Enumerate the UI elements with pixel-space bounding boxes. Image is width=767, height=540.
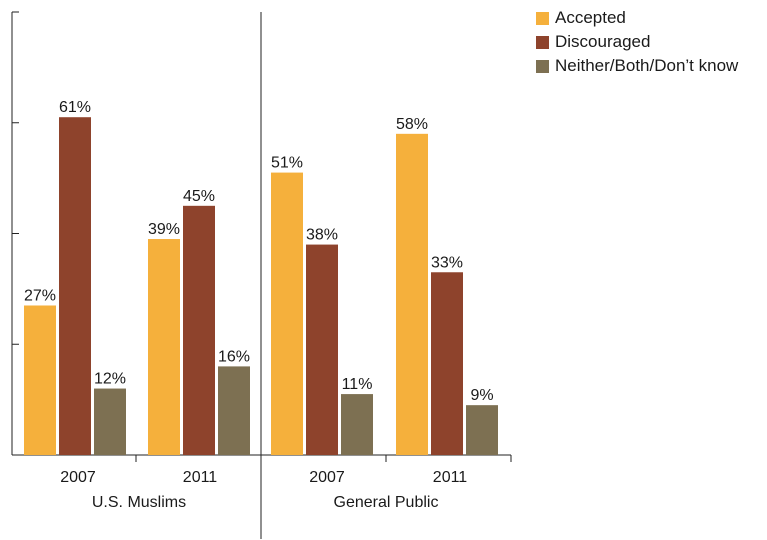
bar-discouraged [431,272,463,455]
bar-neither [341,394,373,455]
legend: Accepted Discouraged Neither/Both/Don’t … [536,6,738,78]
data-label-neither: 11% [342,376,373,393]
data-label-neither: 9% [470,387,493,404]
x-tick-label-year: 2007 [309,469,345,486]
bar-neither [94,388,126,455]
legend-swatch-accepted [536,11,549,25]
legend-label-discouraged: Discouraged [555,32,651,51]
data-label-accepted: 51% [271,155,303,172]
data-label-accepted: 58% [396,116,428,133]
data-label-accepted: 27% [24,287,56,304]
bar-discouraged [306,244,338,455]
bar-accepted [148,239,180,455]
x-group-label: U.S. Muslims [92,494,186,511]
legend-label-neither: Neither/Both/Don’t know [555,56,739,75]
data-label-neither: 12% [94,371,126,388]
bar-neither [466,405,498,455]
data-label-discouraged: 33% [431,254,463,271]
bar-accepted [396,133,428,455]
data-label-neither: 16% [218,348,250,365]
legend-label-accepted: Accepted [555,8,626,27]
legend-swatch-discouraged [536,35,549,49]
data-label-discouraged: 45% [183,188,215,205]
legend-item-accepted: Accepted [536,6,738,30]
x-group-label: General Public [334,494,439,511]
legend-swatch-neither [536,59,549,73]
bar-discouraged [183,205,215,455]
data-label-discouraged: 38% [306,227,338,244]
legend-item-neither: Neither/Both/Don’t know [536,54,738,78]
x-tick-label-year: 2007 [60,469,96,486]
bar-accepted [24,305,56,455]
data-label-accepted: 39% [148,221,180,238]
data-label-discouraged: 61% [59,99,91,116]
bar-neither [218,366,250,455]
x-tick-label-year: 2011 [183,469,218,486]
x-tick-label-year: 2011 [433,469,468,486]
legend-item-discouraged: Discouraged [536,30,738,54]
bar-discouraged [59,117,91,456]
bar-accepted [271,172,303,455]
